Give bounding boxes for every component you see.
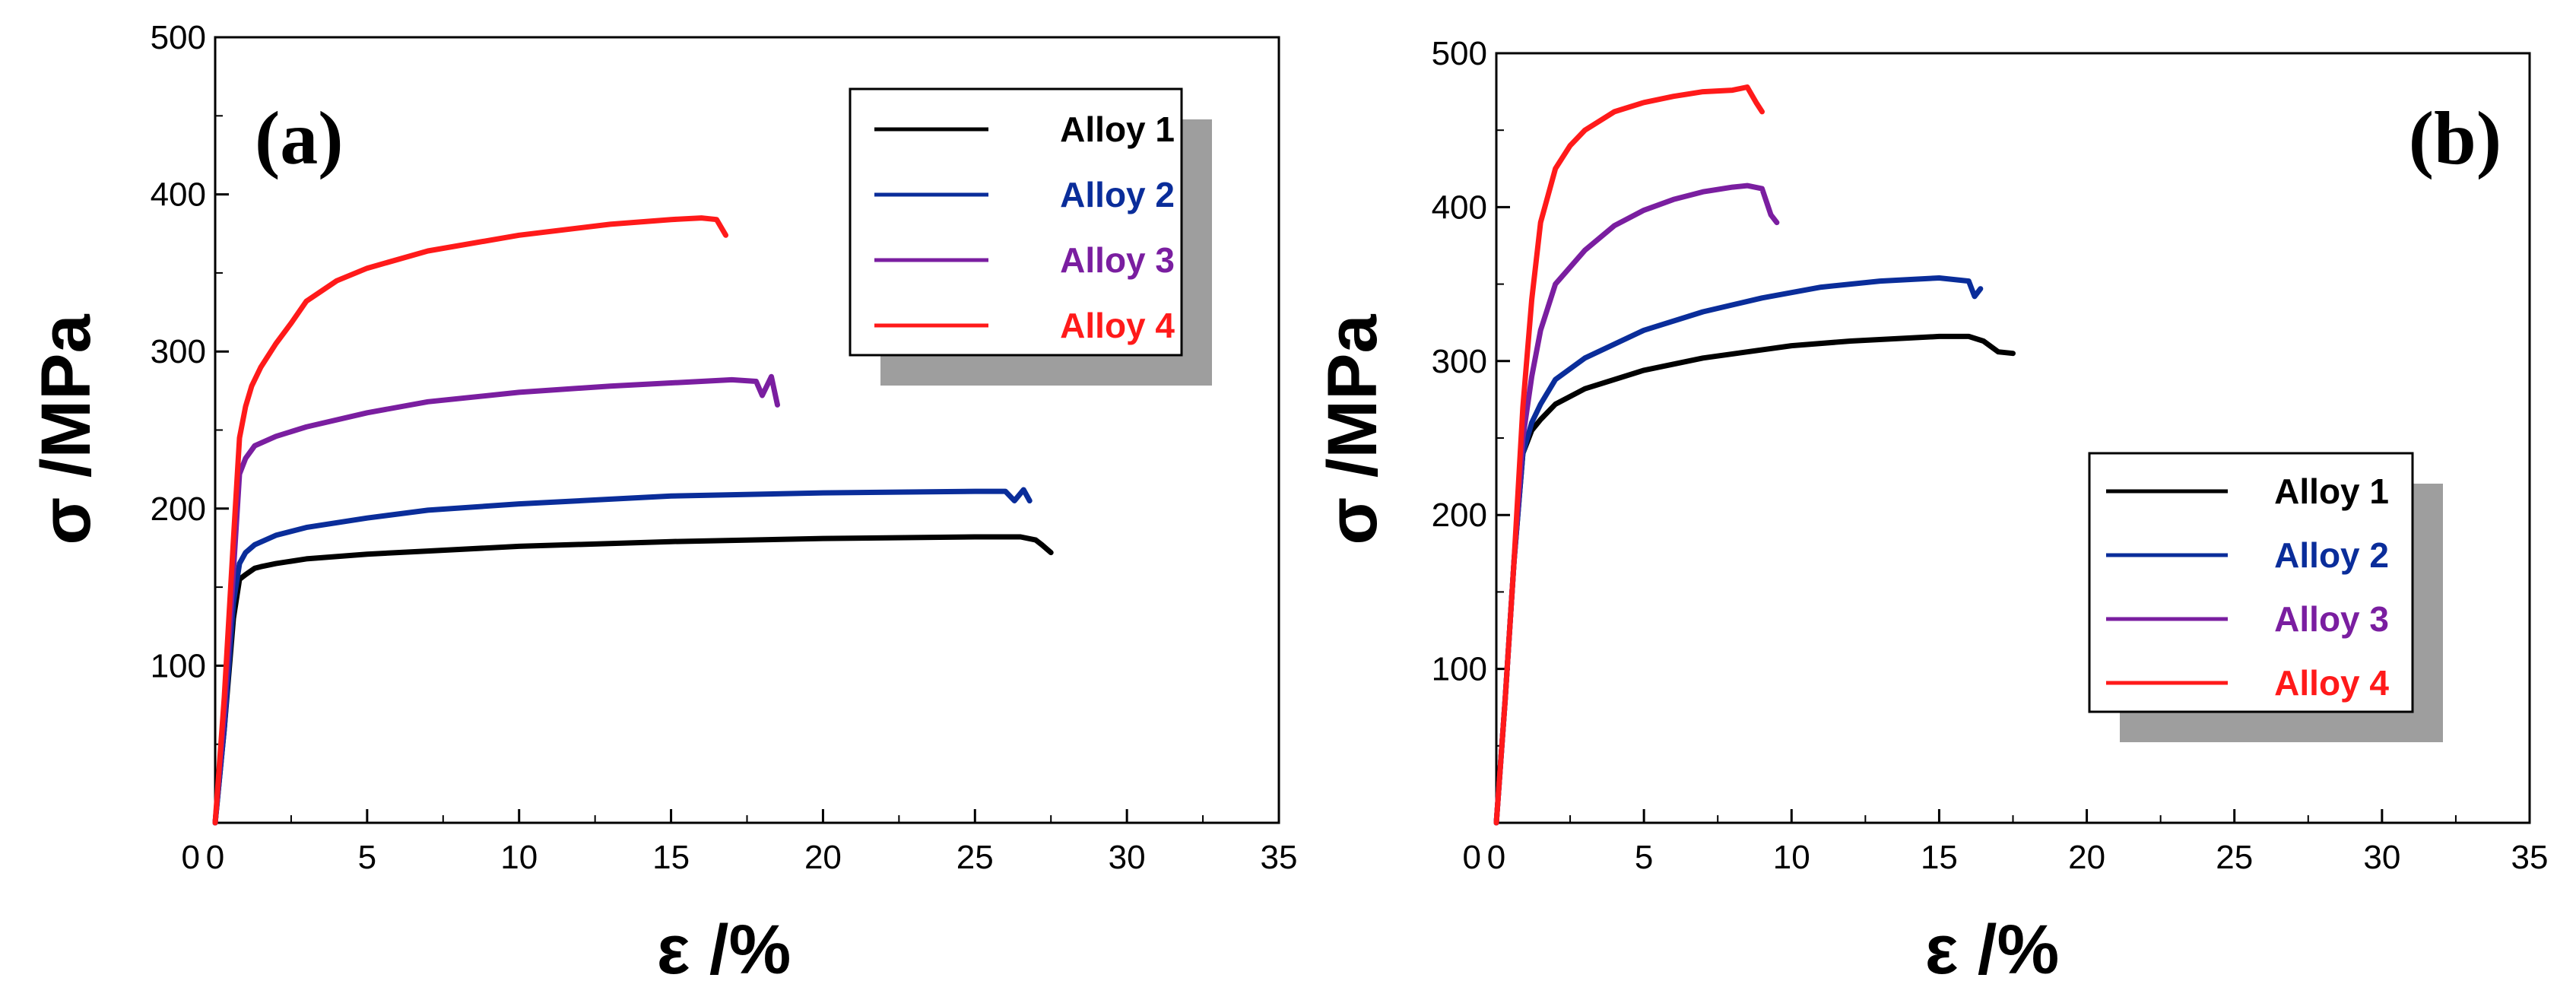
x-tick-label: 10 <box>500 839 538 876</box>
y-tick-label: 300 <box>1432 343 1487 380</box>
y-tick-label: 300 <box>151 333 206 370</box>
x-tick-label: 30 <box>1109 839 1146 876</box>
y-tick-label: 200 <box>1432 497 1487 534</box>
legend-entry: Alloy 4 <box>2274 663 2389 703</box>
y-tick-label: 500 <box>151 19 206 56</box>
x-tick-label: 15 <box>652 839 690 876</box>
chart-panel-2: 0 5 10 15 20 25 30 35 100 200 300 400 500 0 ε /% σ /MPa… <box>1314 35 2548 989</box>
y-tick-label: 100 <box>151 647 206 684</box>
x-tick-label: 30 <box>2363 839 2400 876</box>
legend-entry: Alloy 1 <box>1060 110 1175 149</box>
legend: Alloy 1 Alloy 2 Alloy 3 Alloy 4 <box>849 87 1212 386</box>
series-line-alloy-4 <box>1493 84 1765 826</box>
series-line-alloy-2 <box>212 487 1033 826</box>
legend-entry: Alloy 2 <box>2274 535 2389 575</box>
y-tick-label-zero: 0 <box>182 839 200 876</box>
x-tick-label: 35 <box>1261 839 1298 876</box>
x-axis-title: ε /% <box>1925 911 2060 989</box>
series-line-alloy-3 <box>212 373 780 826</box>
series-line-alloy-2 <box>1493 275 1984 826</box>
y-axis-title: σ /MPa <box>27 314 105 545</box>
legend-entry: Alloy 1 <box>2274 471 2389 511</box>
x-tick-label: 0 <box>1487 839 1505 876</box>
x-axis-title: ε /% <box>657 911 792 989</box>
legend-entry: Alloy 4 <box>1060 306 1175 345</box>
chart-panel-1: 0 5 10 15 20 25 30 35 100 200 300 400 500 0 ε /% σ /MPa… <box>27 19 1297 989</box>
x-tick-label: 35 <box>2511 839 2549 876</box>
x-tick-label: 20 <box>2068 839 2105 876</box>
series-line-alloy-3 <box>1493 183 1780 826</box>
legend-box <box>849 87 1183 357</box>
y-tick-label: 100 <box>1432 651 1487 688</box>
legend-entry: Alloy 3 <box>1060 240 1175 280</box>
x-tick-label: 0 <box>206 839 224 876</box>
y-tick-label-zero: 0 <box>1463 839 1481 876</box>
x-tick-label: 15 <box>1921 839 1958 876</box>
y-tick-label: 400 <box>151 176 206 214</box>
x-tick-label: 25 <box>956 839 994 876</box>
y-axis-title: σ /MPa <box>1314 314 1391 545</box>
x-tick-label: 10 <box>1773 839 1810 876</box>
panel-label: (b) <box>2409 96 2501 180</box>
legend-box <box>2088 452 2414 713</box>
x-tick-label: 5 <box>1635 839 1653 876</box>
y-tick-label: 200 <box>151 490 206 528</box>
series-line-alloy-1 <box>212 534 1054 826</box>
series-line-alloy-1 <box>1493 333 2016 826</box>
x-tick-label: 20 <box>804 839 842 876</box>
x-tick-label: 5 <box>358 839 376 876</box>
panel-label: (a) <box>255 96 344 180</box>
series-line-alloy-4 <box>212 215 728 826</box>
y-tick-label: 500 <box>1432 35 1487 72</box>
y-tick-label: 400 <box>1432 189 1487 226</box>
legend: Alloy 1 Alloy 2 Alloy 3 Alloy 4 <box>2088 452 2443 742</box>
x-tick-label: 25 <box>2216 839 2253 876</box>
legend-entry: Alloy 2 <box>1060 175 1175 214</box>
legend-entry: Alloy 3 <box>2274 599 2389 639</box>
